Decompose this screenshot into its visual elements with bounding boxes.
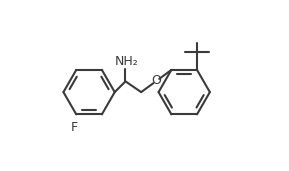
Text: F: F [71,121,78,134]
Text: O: O [151,74,161,87]
Text: NH₂: NH₂ [114,55,138,68]
